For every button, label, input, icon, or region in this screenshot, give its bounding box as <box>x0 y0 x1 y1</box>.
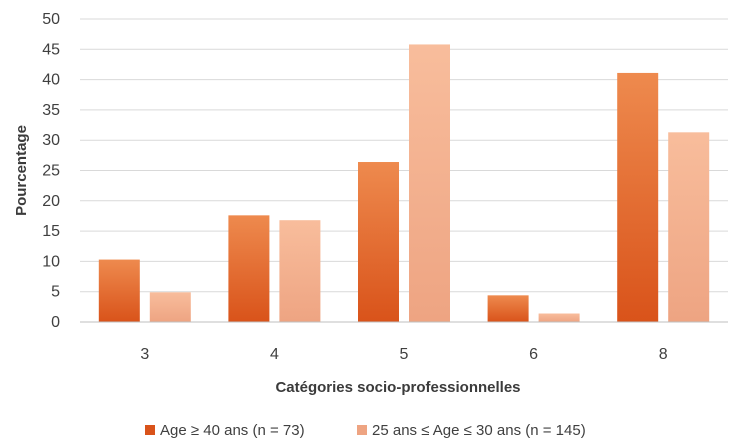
x-tick-label: 6 <box>529 346 538 363</box>
legend-swatch <box>145 425 155 435</box>
y-tick-label: 30 <box>42 132 60 149</box>
legend-swatch <box>357 425 367 435</box>
y-tick-label: 0 <box>51 314 60 331</box>
bar-series-1-cat-4 <box>228 215 270 322</box>
y-tick-label: 20 <box>42 193 60 210</box>
y-axis-title: Pourcentage <box>13 125 30 216</box>
x-tick-label: 8 <box>659 346 668 363</box>
y-tick-label: 50 <box>42 11 60 28</box>
bar-series-2-cat-6 <box>538 313 580 322</box>
y-tick-label: 35 <box>42 102 60 119</box>
y-tick-label: 5 <box>51 284 60 301</box>
x-tick-label: 4 <box>270 346 279 363</box>
bar-series-2-cat-5 <box>409 44 450 323</box>
gridlines <box>80 18 728 293</box>
x-tick-label: 3 <box>140 346 149 363</box>
x-axis-title: Catégories socio-professionnelles <box>275 379 520 396</box>
bar-series-1-cat-5 <box>358 162 399 322</box>
y-tick-label: 10 <box>42 253 60 270</box>
y-tick-label: 15 <box>42 223 60 240</box>
legend-label: 25 ans ≤ Age ≤ 30 ans (n = 145) <box>372 422 586 439</box>
y-tick-label: 25 <box>42 163 60 180</box>
legend-label: Age ≥ 40 ans (n = 73) <box>160 422 305 439</box>
bar-series-1-cat-8 <box>617 72 659 323</box>
y-tick-label: 45 <box>42 41 60 58</box>
bar-series-2-cat-8 <box>668 132 710 322</box>
bar-series-2-cat-3 <box>149 292 191 322</box>
bar-series-2-cat-4 <box>279 220 321 322</box>
x-tick-label: 5 <box>400 346 409 363</box>
y-tick-label: 40 <box>42 72 60 89</box>
legend: Age ≥ 40 ans (n = 73) 25 ans ≤ Age ≤ 30 a… <box>145 422 586 439</box>
y-axis-ticks: 0 5 10 15 20 25 30 35 40 45 50 <box>42 11 60 331</box>
bars <box>98 44 710 323</box>
bar-series-1-cat-6 <box>487 295 529 322</box>
x-axis-ticks: 3 4 5 6 8 <box>140 346 667 363</box>
bar-series-1-cat-3 <box>98 259 140 322</box>
